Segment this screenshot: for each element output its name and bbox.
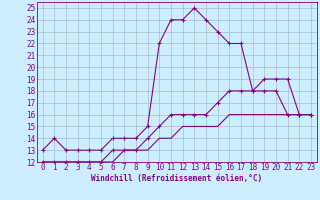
X-axis label: Windchill (Refroidissement éolien,°C): Windchill (Refroidissement éolien,°C) xyxy=(91,174,262,183)
